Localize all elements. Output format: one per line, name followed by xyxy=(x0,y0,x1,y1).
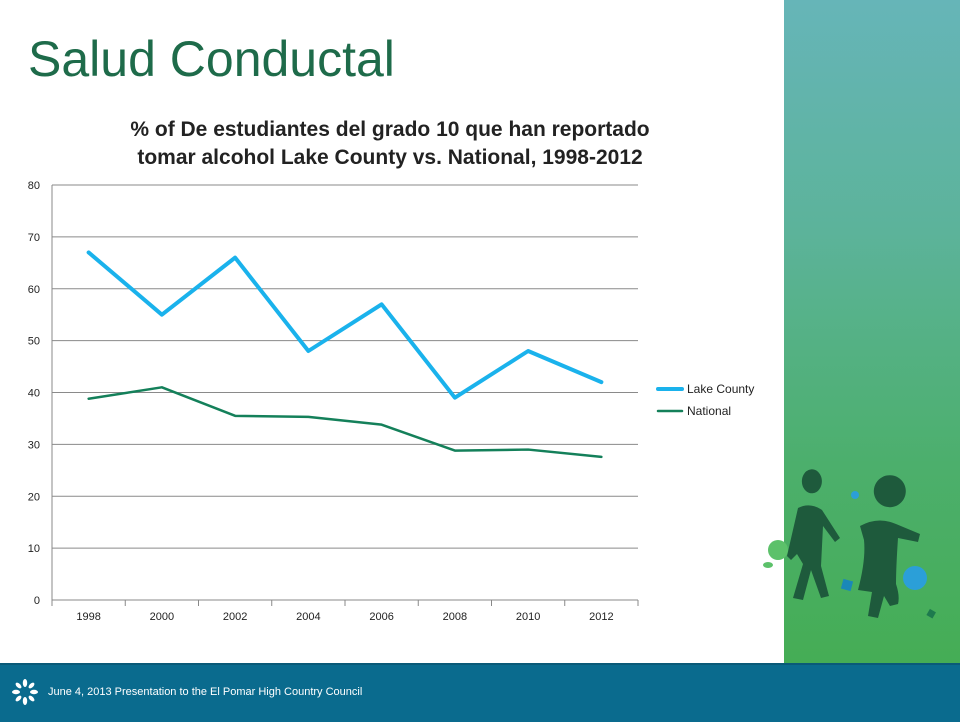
x-tick-label: 2006 xyxy=(369,611,393,623)
children-silhouettes-illustration xyxy=(763,469,936,619)
chart-title-line-2: tomar alcohol Lake County vs. National, … xyxy=(137,146,643,169)
legend-label: National xyxy=(687,404,731,418)
y-tick-label: 30 xyxy=(28,439,40,451)
y-tick-label: 20 xyxy=(28,491,40,503)
y-tick-label: 50 xyxy=(28,336,40,348)
legend-label: Lake County xyxy=(687,382,754,396)
series-line-national xyxy=(87,386,603,459)
x-tick-label: 2012 xyxy=(589,611,613,623)
y-tick-label: 40 xyxy=(28,388,40,400)
slide-title: Salud Conductal xyxy=(28,31,395,87)
y-tick-label: 70 xyxy=(28,232,40,244)
x-tick-label: 2004 xyxy=(296,611,320,623)
footer-text: June 4, 2013 Presentation to the El Poma… xyxy=(48,686,363,698)
y-tick-label: 0 xyxy=(34,595,40,607)
x-tick-label: 2010 xyxy=(516,611,540,623)
x-tick-label: 1998 xyxy=(76,611,100,623)
footer-bar: June 4, 2013 Presentation to the El Poma… xyxy=(0,663,960,722)
asterisk-flower-icon xyxy=(12,679,38,705)
y-tick-label: 10 xyxy=(28,543,40,555)
x-tick-label: 2000 xyxy=(150,611,174,623)
y-tick-label: 60 xyxy=(28,284,40,296)
x-tick-label: 2008 xyxy=(443,611,467,623)
chart-title-line-1: % of De estudiantes del grado 10 que han… xyxy=(130,118,650,141)
series-line-lake-county xyxy=(86,250,604,400)
y-tick-label: 80 xyxy=(28,180,40,192)
chart-title: % of De estudiantes del grado 10 que han… xyxy=(60,116,720,172)
x-tick-label: 2002 xyxy=(223,611,247,623)
line-chart: 0 10 20 30 40 50 60 70 80 1998 2000 2002 2004 2006 200… xyxy=(28,180,755,623)
